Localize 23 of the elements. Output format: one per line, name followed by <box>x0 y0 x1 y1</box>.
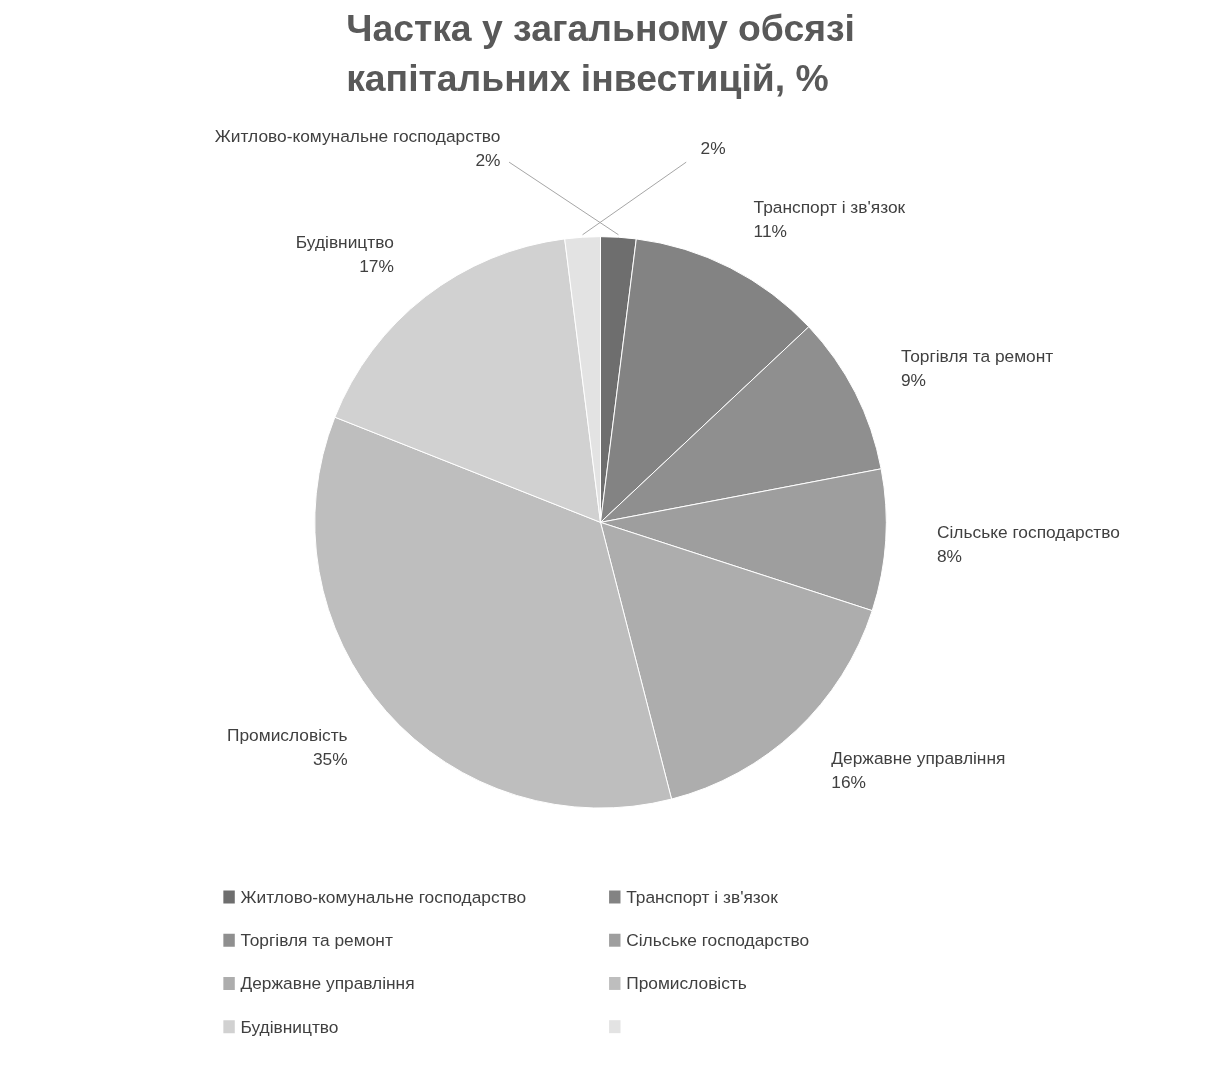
slice-label: Сільське господарство <box>936 521 1120 542</box>
data-label: 2% <box>700 137 726 158</box>
legend-label: Будівництво <box>240 1016 339 1037</box>
slice-label: Будівництво <box>295 231 394 252</box>
legend-label: Державне управління <box>240 973 415 994</box>
legend-label: Сільське господарство <box>626 930 810 951</box>
data-label: 8% <box>936 545 963 566</box>
legend-label: Житлово-комунальне господарство <box>240 887 527 907</box>
data-label: 2% <box>475 149 501 170</box>
slice-label: Торгівля та ремонт <box>900 345 1054 366</box>
slice-label: Промисловість <box>226 725 348 746</box>
slice-label: Транспорт і зв'язок <box>753 197 906 218</box>
data-label: 16% <box>831 772 866 793</box>
slice-label: Житлово-комунальне господарство <box>214 125 501 146</box>
legend-label: Промисловість <box>626 973 747 994</box>
data-label: 9% <box>900 369 926 390</box>
legend-label: Торгівля та ремонт <box>240 930 393 951</box>
data-label: 11% <box>753 221 787 242</box>
slice-label: Державне управління <box>831 748 1006 769</box>
chart-title: Частка у загальному обсязі капітальних інвестицій, % <box>346 7 855 100</box>
data-label: 17% <box>359 255 394 276</box>
legend-label: Транспорт і зв'язок <box>626 887 779 907</box>
data-label: 35% <box>312 749 348 770</box>
